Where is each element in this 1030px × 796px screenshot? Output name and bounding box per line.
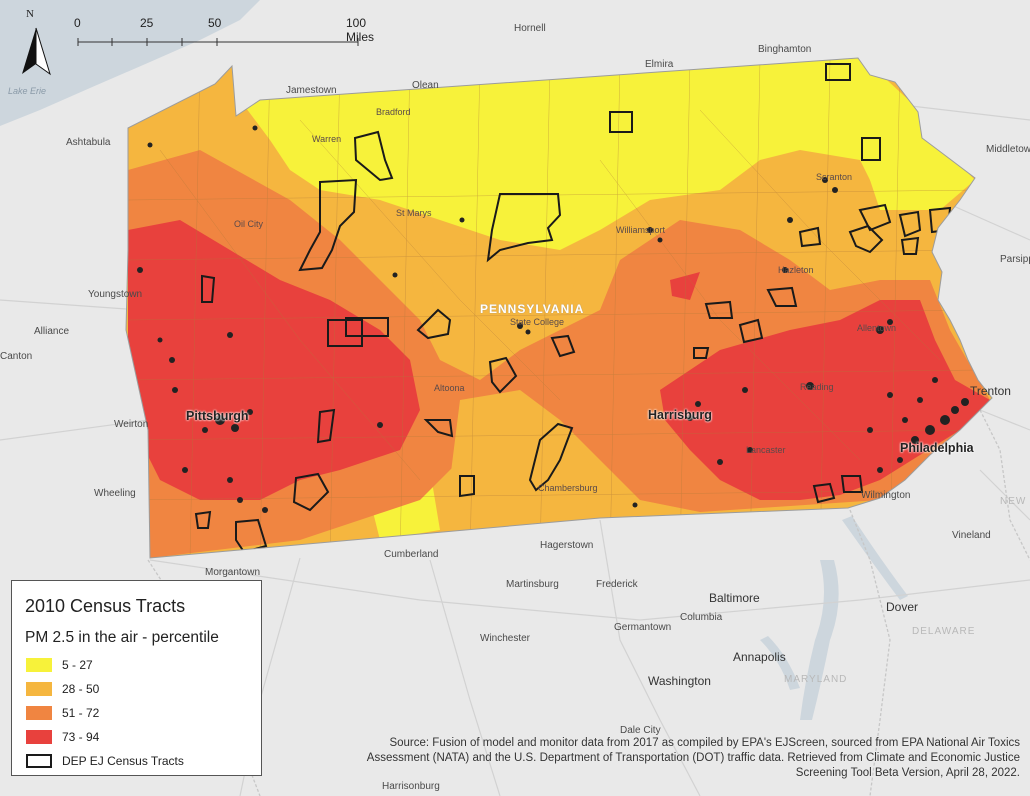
place-williamsport: Williamsport [616, 225, 666, 235]
place-frederick: Frederick [596, 579, 638, 590]
place-reading: Reading [800, 382, 834, 392]
legend-swatch-outline [26, 754, 52, 768]
place-jamestown: Jamestown [286, 85, 337, 96]
place-alliance: Alliance [34, 326, 70, 337]
place-philadelphia: Philadelphia [900, 441, 974, 455]
place-parsippany: Parsippany [1000, 254, 1030, 265]
place-trenton: Trenton [970, 384, 1011, 398]
place-elmira: Elmira [645, 59, 674, 70]
place-middletown: Middletown [986, 144, 1030, 155]
scale-label-50: 50 [208, 16, 222, 30]
scale-label-25: 25 [140, 16, 154, 30]
place-weirton: Weirton [114, 419, 149, 430]
source-citation: Source: Fusion of model and monitor data… [290, 736, 1020, 781]
place-wheeling: Wheeling [94, 488, 136, 499]
legend-item-class-3: 51 - 72 [26, 706, 256, 720]
scale-label-0: 0 [74, 16, 81, 30]
source-line-3: Screening Tool Beta Version, April 28, 2… [795, 767, 1020, 779]
place-winchester: Winchester [480, 633, 531, 644]
place-hazleton: Hazleton [778, 265, 814, 275]
region-delaware: DELAWARE [912, 626, 976, 637]
place-dover: Dover [886, 600, 919, 614]
lake-erie-label: Lake Erie [8, 86, 47, 96]
place-baltimore: Baltimore [709, 591, 760, 605]
source-line-1: Source: Fusion of model and monitor data… [389, 737, 1020, 749]
scale-label-100: 100 Miles [346, 16, 375, 44]
place-warren: Warren [312, 134, 342, 144]
place-altoona: Altoona [434, 383, 465, 393]
place-vineland: Vineland [952, 530, 991, 541]
scale-bar-line [77, 38, 359, 46]
north-letter: N [26, 8, 34, 20]
place-state-college: State College [510, 317, 565, 327]
legend-label: 5 - 27 [62, 658, 93, 672]
place-olean: Olean [412, 80, 439, 91]
place-youngstown: Youngstown [88, 289, 143, 300]
place-chambersburg: Chambersburg [538, 483, 598, 493]
place-harrisonburg: Harrisonburg [382, 781, 440, 792]
place-cumberland: Cumberland [384, 549, 439, 560]
legend-label: 73 - 94 [62, 730, 100, 744]
legend-label: DEP EJ Census Tracts [62, 754, 184, 768]
legend-label: 28 - 50 [62, 682, 100, 696]
place-wilmington: Wilmington [861, 490, 911, 501]
water [0, 0, 908, 720]
legend-swatch [26, 730, 52, 744]
legend-swatch [26, 706, 52, 720]
map-legend: 2010 Census Tracts PM 2.5 in the air - p… [11, 580, 262, 776]
region-new-jersey: NEW JERSEY [1000, 496, 1030, 507]
background-roads [0, 99, 1030, 796]
legend-swatch [26, 658, 52, 672]
place-pittsburgh: Pittsburgh [186, 409, 249, 423]
place-martinsburg: Martinsburg [506, 579, 559, 590]
place-hornell: Hornell [514, 23, 546, 34]
place-lancaster: Lancaster [746, 445, 786, 455]
source-line-2: Assessment (NATA) and the U.S. Departmen… [366, 752, 1020, 764]
legend-title: 2010 Census Tracts [25, 596, 186, 616]
place-scranton: Scranton [816, 172, 853, 182]
state-label: PENNSYLVANIA [480, 302, 585, 316]
legend-item-ej-tracts: DEP EJ Census Tracts [26, 754, 256, 768]
region-maryland: MARYLAND [784, 674, 848, 685]
scale-bar: 0 25 50 100 Miles [74, 16, 376, 48]
urban-clusters [137, 89, 969, 527]
place-binghamton: Binghamton [758, 44, 812, 55]
pennsylvania-choropleth [126, 58, 992, 558]
place-allentown: Allentown [857, 323, 897, 333]
place-bradford: Bradford [376, 107, 411, 117]
place-ashtabula: Ashtabula [66, 137, 111, 148]
place-germantown: Germantown [614, 622, 672, 633]
legend-item-class-4: 73 - 94 [26, 730, 256, 744]
place-annapolis: Annapolis [733, 650, 786, 664]
legend-subtitle: PM 2.5 in the air - percentile [25, 629, 219, 646]
legend-label: 51 - 72 [62, 706, 100, 720]
place-canton: Canton [0, 351, 33, 362]
place-morgantown: Morgantown [205, 567, 261, 578]
legend-item-class-1: 5 - 27 [26, 658, 256, 672]
place-washington: Washington [648, 674, 711, 688]
place-oil-city: Oil City [234, 219, 263, 229]
place-hagerstown: Hagerstown [540, 540, 594, 551]
ej-tract-outlines [194, 63, 952, 554]
place-harrisburg: Harrisburg [648, 408, 712, 422]
north-arrow-icon [22, 27, 51, 76]
place-dale-city: Dale City [620, 725, 661, 736]
place-columbia: Columbia [680, 612, 723, 623]
place-st-marys: St Marys [396, 208, 432, 218]
legend-item-class-2: 28 - 50 [26, 682, 256, 696]
legend-swatch [26, 682, 52, 696]
